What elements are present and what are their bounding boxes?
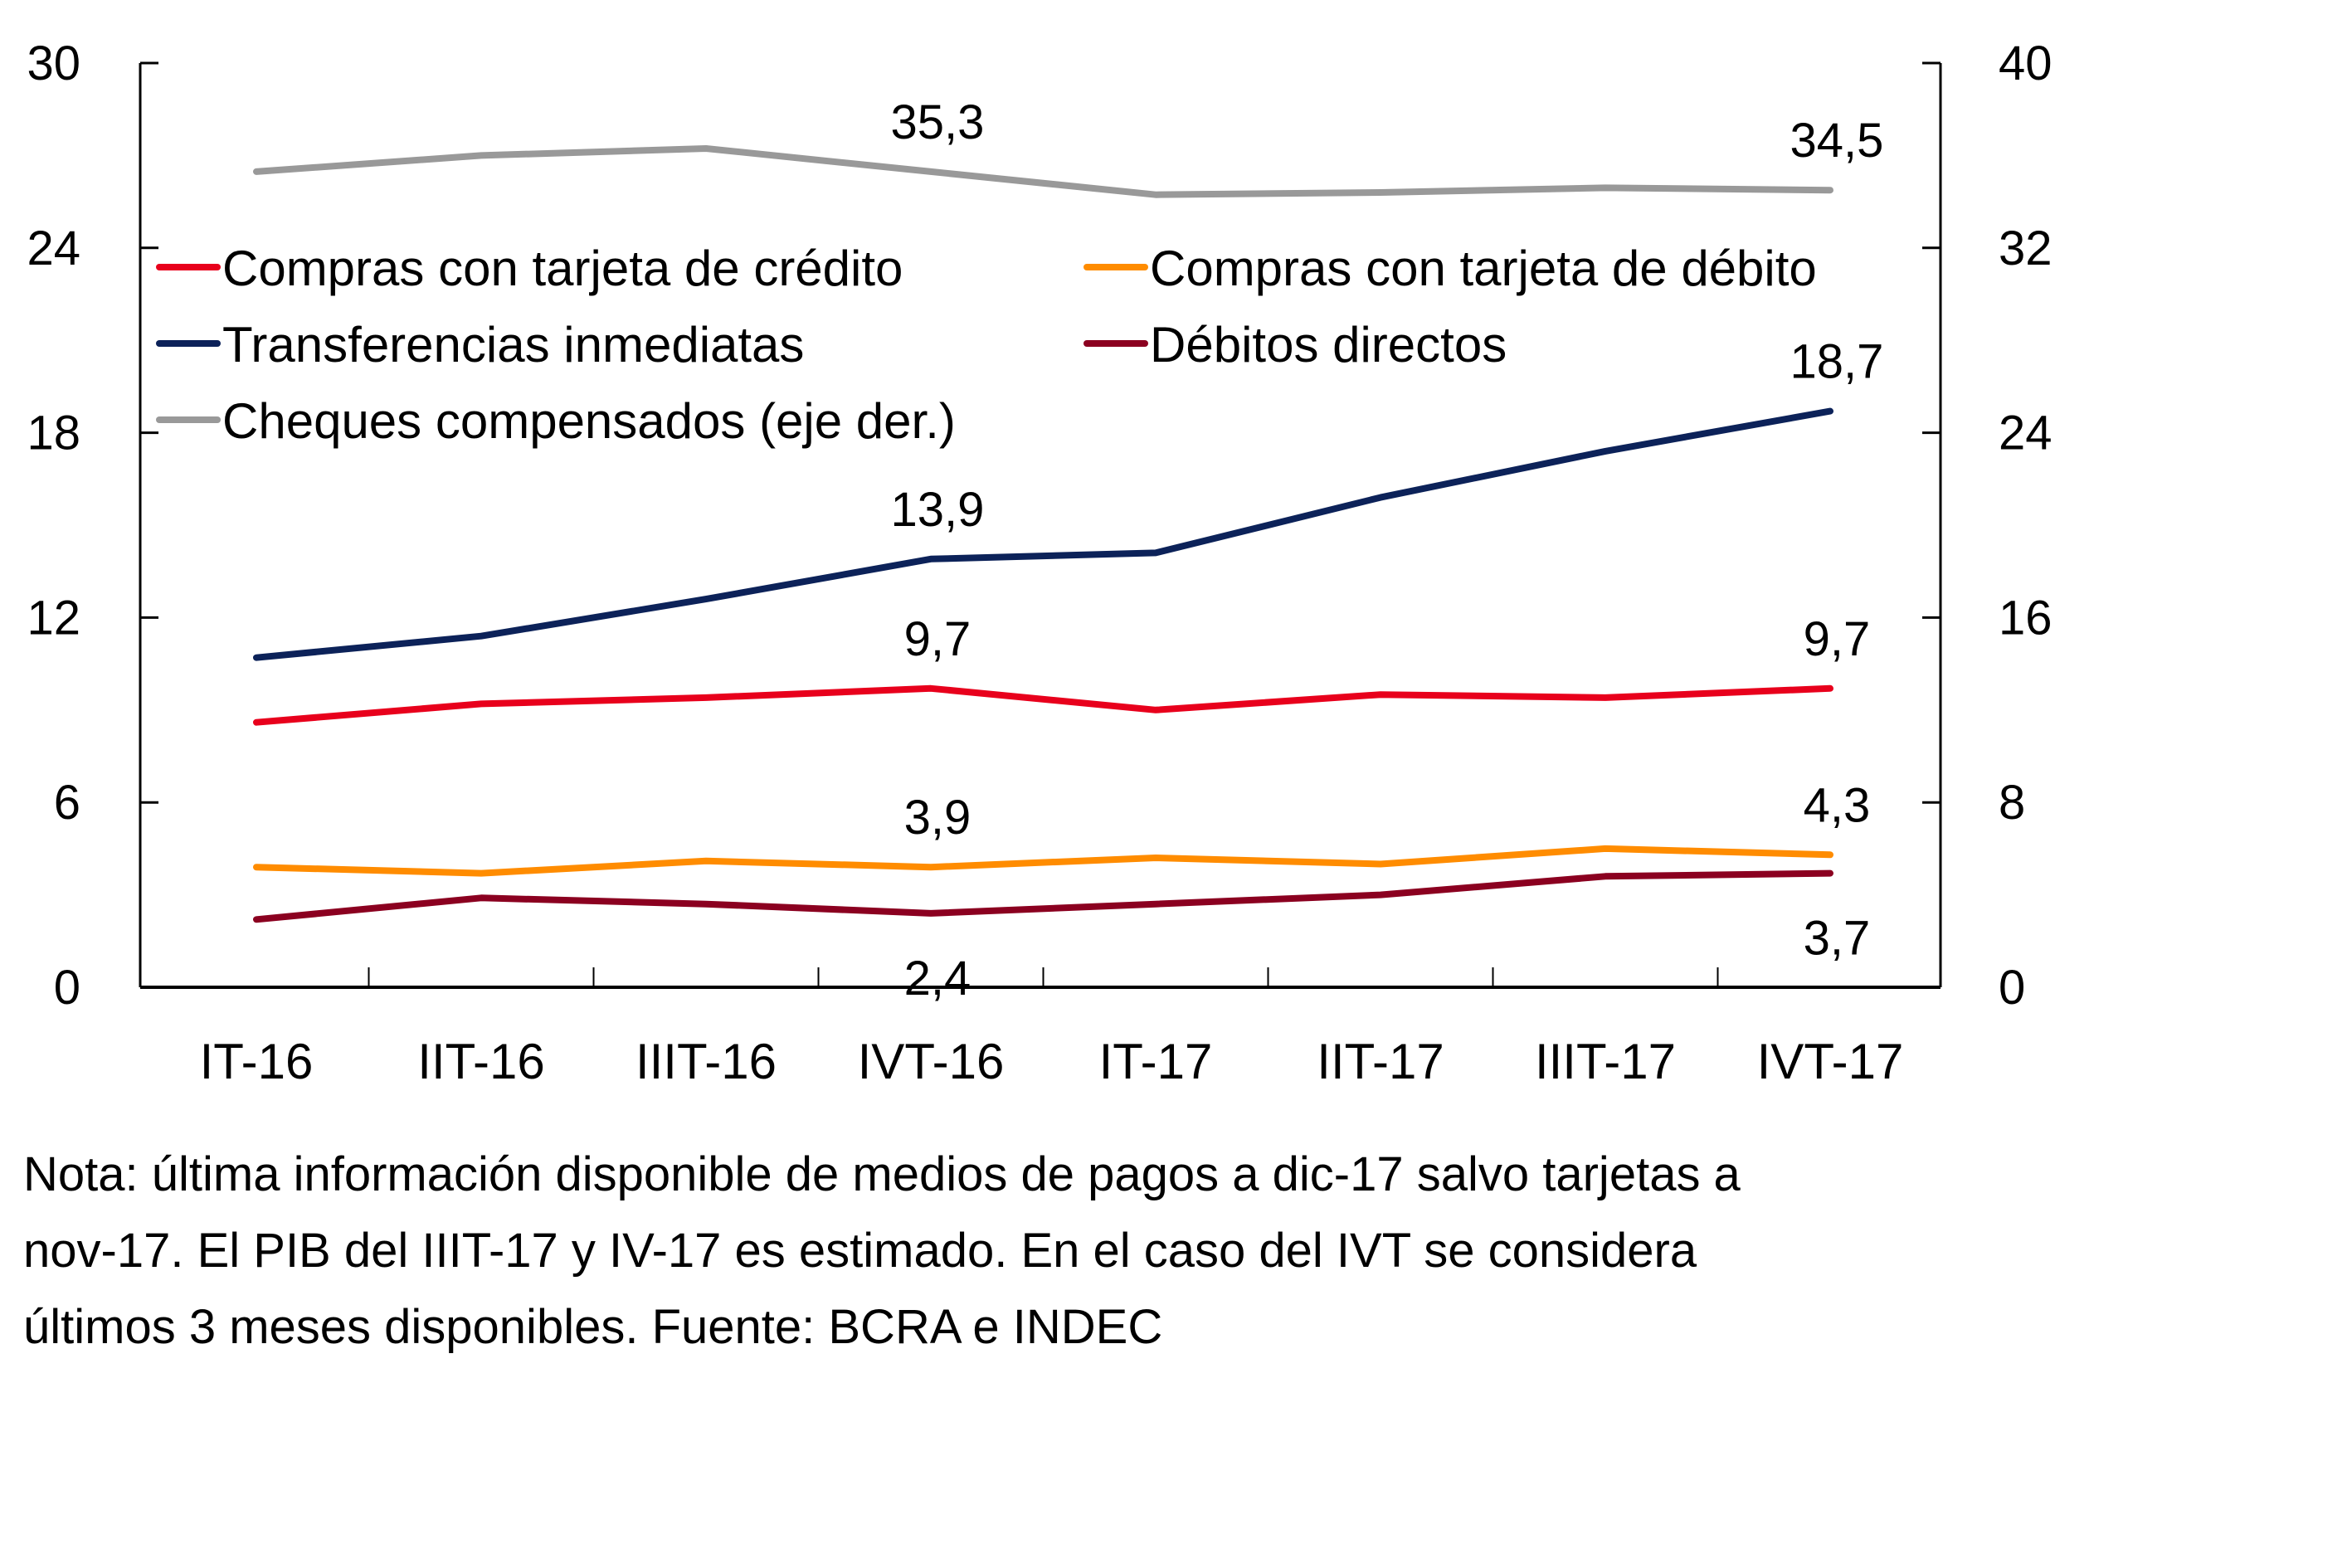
legend-item-1: Compras con tarjeta de débito: [1083, 241, 1817, 296]
legend-label: Cheques compensados (eje der.): [222, 393, 956, 449]
data-label: 13,9: [891, 483, 985, 537]
left-axis-tick-label: 24: [27, 222, 80, 275]
legend-label: Débitos directos: [1150, 317, 1507, 373]
left-axis-tick-label: 30: [27, 37, 80, 90]
data-label: 9,7: [904, 612, 971, 666]
left-axis-tick-label: 0: [54, 961, 80, 1015]
x-axis-category-label: IT-17: [1099, 1034, 1213, 1089]
data-label: 4,3: [1804, 778, 1871, 832]
note-line-2: nov-17. El PIB del IIIT-17 y IV-17 es es…: [23, 1224, 1697, 1278]
data-label: 3,9: [904, 791, 971, 845]
left-axis-tick-label: 18: [27, 407, 80, 460]
right-axis-tick-label: 16: [1999, 591, 2053, 645]
series-line-2: [253, 407, 1833, 661]
data-label: 34,5: [1790, 114, 1884, 168]
data-label: 18,7: [1790, 335, 1884, 389]
left-axis-tick-label: 12: [27, 591, 80, 645]
x-axis-category-label: IVT-17: [1757, 1034, 1904, 1089]
right-axis-tick-label: 8: [1999, 776, 2025, 830]
series-line-3: [253, 869, 1833, 923]
data-label: 35,3: [891, 95, 985, 149]
series-line-1: [253, 845, 1833, 877]
legend-label: Compras con tarjeta de débito: [1150, 241, 1817, 296]
chart-note: Nota: última información disponible de m…: [23, 1137, 2180, 1366]
right-axis-tick-label: 32: [1999, 222, 2053, 275]
legend: Compras con tarjeta de crédito Compras co…: [156, 241, 1817, 449]
x-axis-category-label: IIIT-16: [635, 1034, 777, 1089]
right-axis-tick-label: 0: [1999, 961, 2025, 1015]
legend-label: Transferencias inmediatas: [222, 317, 804, 373]
legend-item-0: Compras con tarjeta de crédito: [156, 241, 903, 296]
series-layer: [253, 145, 1833, 923]
right-axis-tick-label: 24: [1999, 407, 2053, 460]
legend-item-3: Débitos directos: [1083, 317, 1507, 373]
x-axis-category-label: IIT-16: [417, 1034, 544, 1089]
legend-item-2: Transferencias inmediatas: [156, 317, 804, 373]
x-axis-category-label: IT-16: [200, 1034, 314, 1089]
x-axis-category-label: IVT-16: [858, 1034, 1005, 1089]
data-labels: 9,7 9,7 3,9 4,3 13,9 18,7 2,4 3,7 35,3 34,5: [891, 95, 1884, 1006]
data-label: 9,7: [1804, 612, 1871, 666]
data-label: 2,4: [904, 952, 971, 1006]
data-label: 3,7: [1804, 912, 1871, 966]
note-line-1: Nota: última información disponible de m…: [23, 1147, 1741, 1201]
left-axis-tick-label: 6: [54, 776, 80, 830]
note-line-3: últimos 3 meses disponibles. Fuente: BCR…: [23, 1300, 1163, 1354]
x-axis-category-label: IIIT-17: [1535, 1034, 1676, 1089]
legend-label: Compras con tarjeta de crédito: [222, 241, 903, 296]
legend-item-4: Cheques compensados (eje der.): [156, 393, 956, 449]
right-axis-tick-label: 40: [1999, 37, 2053, 90]
series-line-4: [253, 145, 1833, 198]
axes: 0 6 12 18 24 30 0 8 16 24 32 40 IT-16 IIT-16 IIIT-16 IV…: [27, 37, 2052, 1089]
x-axis-category-label: IIT-17: [1317, 1034, 1444, 1089]
series-line-0: [253, 684, 1833, 726]
